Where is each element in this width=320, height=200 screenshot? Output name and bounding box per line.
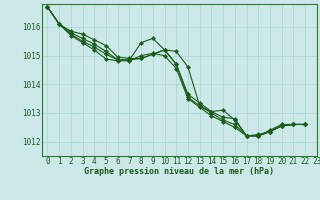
X-axis label: Graphe pression niveau de la mer (hPa): Graphe pression niveau de la mer (hPa) bbox=[84, 167, 274, 176]
